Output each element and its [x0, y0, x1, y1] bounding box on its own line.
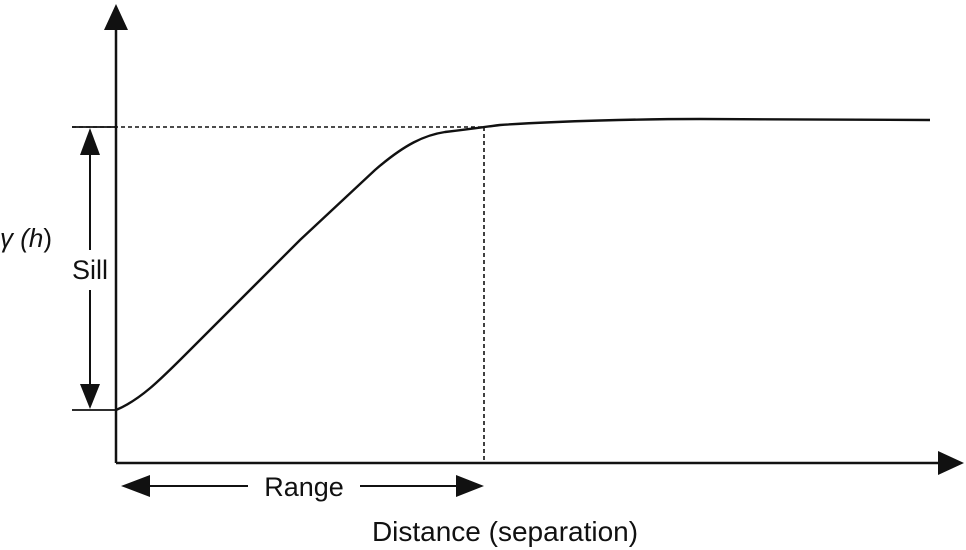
y-axis-label: γ (h)	[0, 223, 52, 253]
range-label: Range	[264, 472, 344, 502]
range-arrow-left-head	[121, 475, 150, 497]
sill-label: Sill	[72, 255, 108, 285]
sill-arrow-top-head	[80, 128, 100, 155]
sill-arrow-bottom-head	[80, 384, 100, 409]
sill-arrow	[80, 128, 100, 409]
y-axis-arrowhead	[104, 4, 128, 30]
y-axis	[104, 4, 128, 463]
x-axis	[116, 451, 964, 475]
range-arrow-right-head	[456, 475, 484, 497]
x-axis-arrowhead	[938, 451, 964, 475]
range-arrow	[121, 475, 484, 497]
x-axis-label: Distance (separation)	[372, 516, 638, 547]
variogram-curve	[115, 117, 931, 412]
